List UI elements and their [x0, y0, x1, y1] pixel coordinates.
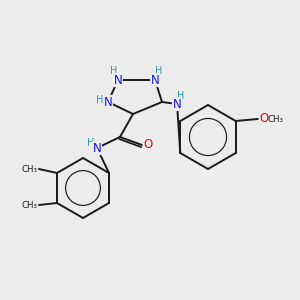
- Text: CH₃: CH₃: [268, 115, 284, 124]
- Text: H: H: [110, 66, 118, 76]
- Text: CH₃: CH₃: [21, 164, 37, 173]
- Text: H: H: [177, 91, 185, 101]
- Text: N: N: [151, 74, 159, 86]
- Text: O: O: [143, 137, 153, 151]
- Text: H: H: [87, 138, 95, 148]
- Text: N: N: [172, 98, 182, 110]
- Text: O: O: [260, 112, 269, 125]
- Text: H: H: [96, 95, 104, 105]
- Text: N: N: [93, 142, 101, 154]
- Text: H: H: [155, 66, 163, 76]
- Text: N: N: [114, 74, 122, 86]
- Text: CH₃: CH₃: [21, 200, 37, 209]
- Text: N: N: [103, 95, 112, 109]
